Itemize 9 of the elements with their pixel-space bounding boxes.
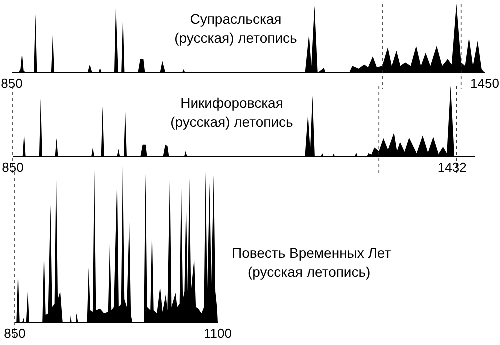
x-tick-label: 850: [4, 326, 26, 341]
text: Супрасльская (русская) летопись: [174, 11, 298, 46]
text: Никифоровская (русская) летопись: [170, 95, 294, 130]
x-tick-label: 1100: [204, 326, 232, 341]
x-tick-label: 1450: [470, 76, 500, 91]
x-tick-label: 850: [1, 76, 23, 91]
x-tick-label: 850: [2, 160, 24, 175]
text: Повесть Временных Лет (русская летопись): [232, 245, 392, 280]
x-tick-label: 1432: [438, 160, 467, 175]
